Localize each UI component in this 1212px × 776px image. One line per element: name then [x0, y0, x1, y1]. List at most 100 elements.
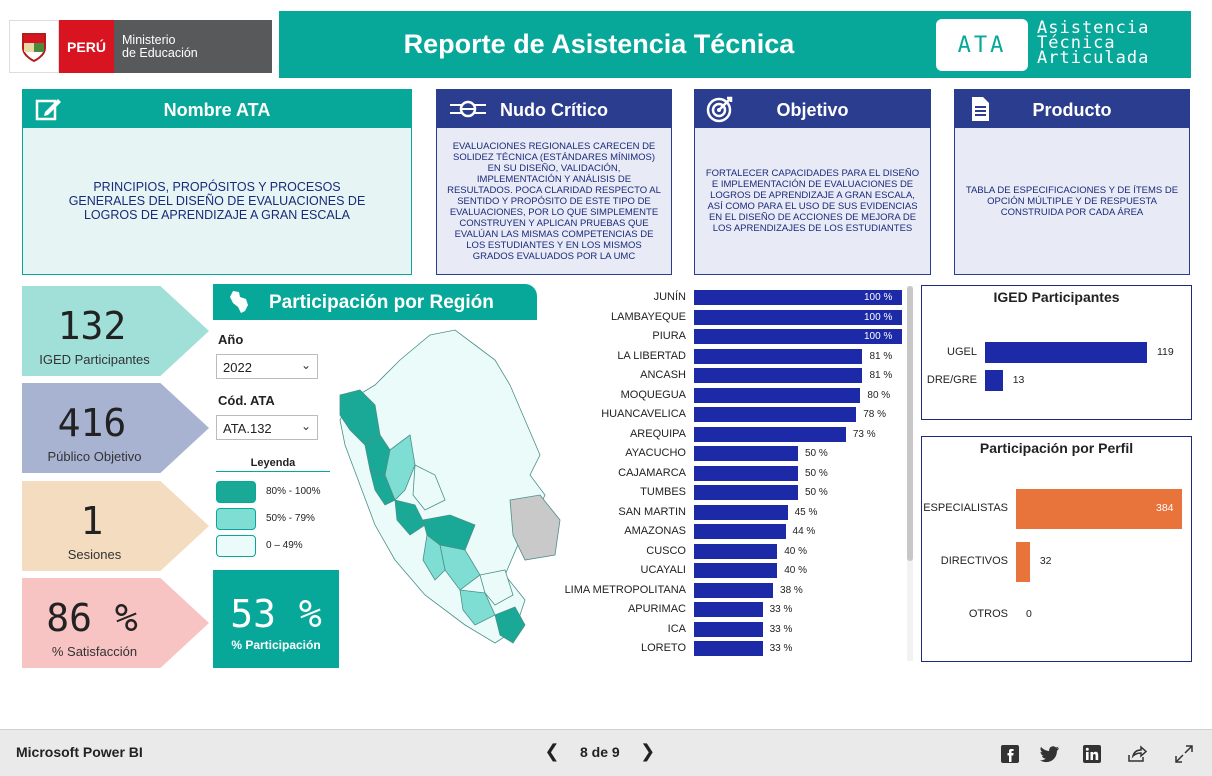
region-bar-chart[interactable]: JUNÍN 100 % LAMBAYEQUE 100 % PIURA 100 % LA LI…: [560, 288, 905, 659]
bar-mark[interactable]: [694, 446, 798, 461]
bar-row[interactable]: PIURA 100 %: [560, 327, 905, 347]
card-text: PRINCIPIOS, PROPÓSITOS Y PROCESOS GENERA…: [22, 128, 412, 275]
bar-mark[interactable]: [694, 368, 863, 383]
card-title: Nombre ATA: [163, 100, 271, 120]
bar-row[interactable]: AMAZONAS 44 %: [560, 522, 905, 542]
bar-value-label: 50 %: [805, 448, 828, 459]
bar-mark[interactable]: [694, 641, 763, 656]
map-region: [384, 434, 416, 501]
bar-mark[interactable]: [1016, 489, 1182, 529]
bar-mark[interactable]: [694, 348, 863, 364]
legend-swatch: [216, 507, 256, 530]
kpi-value: 132: [57, 304, 127, 348]
bar-mark[interactable]: [694, 329, 902, 344]
bar-mark[interactable]: [694, 563, 778, 578]
legend-title: Leyenda: [216, 457, 330, 472]
ata-word-2: Técnica: [1037, 33, 1116, 53]
bar-mark[interactable]: [694, 504, 788, 520]
bar-row[interactable]: AREQUIPA 73 %: [560, 425, 905, 445]
peru-region-map[interactable]: [335, 325, 565, 650]
bar-row[interactable]: SAN MARTIN 45 %: [560, 503, 905, 523]
expand-icon[interactable]: [1173, 743, 1195, 765]
bar-mark[interactable]: [694, 582, 774, 598]
bar-category-label: UGEL: [947, 345, 977, 358]
ata-word-3: Articulada: [1037, 48, 1150, 68]
next-page-button[interactable]: ❯: [640, 741, 656, 761]
header-bar: Reporte de Asistencia Técnica ATA Asiste…: [279, 11, 1191, 78]
legend-item: 50% - 79%: [216, 505, 330, 532]
bar-row[interactable]: UCAYALI 40 %: [560, 561, 905, 581]
card-text: TABLA DE ESPECIFICACIONES Y DE ÍTEMS DE …: [954, 128, 1190, 275]
bar-value-label: 0: [1026, 608, 1032, 620]
legend-swatch: [216, 480, 256, 503]
kpi-satisfaccion: 86 % % Satisfacción: [22, 578, 209, 668]
kpi-value: 416: [57, 401, 127, 445]
bar-value-label: 78 %: [863, 409, 887, 420]
ministry-logo: PERÚ Ministerio de Educación: [9, 20, 272, 73]
bar-mark[interactable]: [694, 426, 846, 442]
card-header: Objetivo: [694, 89, 931, 128]
bar-mark[interactable]: [985, 370, 1003, 391]
bar-row[interactable]: CUSCO 40 %: [560, 542, 905, 562]
powerbi-brand[interactable]: Microsoft Power BI: [16, 744, 143, 760]
bar-row[interactable]: MOQUEGUA 80 %: [560, 386, 905, 406]
legend-label: 50% - 79%: [266, 513, 315, 524]
bar-category-label: LA LIBERTAD: [617, 349, 686, 362]
bar-chart-scrollbar[interactable]: [907, 286, 913, 661]
bar-row[interactable]: TUMBES 50 %: [560, 483, 905, 503]
bar-category-label: CAJAMARCA: [618, 466, 686, 479]
bar-category-label: DRE/GRE: [926, 373, 977, 386]
bar-row[interactable]: JUNÍN 100 %: [560, 288, 905, 308]
bar-row[interactable]: CAJAMARCA 50 %: [560, 464, 905, 484]
bar-row[interactable]: AYACUCHO 50 %: [560, 444, 905, 464]
linkedin-icon[interactable]: [1081, 743, 1103, 765]
bar-row[interactable]: LAMBAYEQUE 100 %: [560, 308, 905, 328]
facebook-icon[interactable]: [999, 743, 1021, 765]
previous-page-button[interactable]: ❮: [544, 741, 560, 761]
bar-mark[interactable]: [694, 309, 902, 325]
bar-row[interactable]: LIMA METROPOLITANA 38 %: [560, 581, 905, 601]
bar-category-label: UCAYALI: [640, 564, 686, 576]
edit-icon: [35, 99, 61, 121]
bar-mark[interactable]: [694, 407, 857, 422]
scrollbar-thumb[interactable]: [907, 286, 913, 561]
twitter-icon[interactable]: [1039, 743, 1061, 765]
bar-mark[interactable]: [694, 485, 798, 500]
kpi-value: 86 %: [46, 596, 138, 640]
chevron-down-icon: ⌄: [300, 358, 311, 372]
map-region: [394, 499, 426, 536]
bar-value-label: 45 %: [794, 506, 818, 518]
bar-mark[interactable]: [694, 387, 861, 403]
bar-category-label: LORETO: [640, 642, 686, 654]
bar-row[interactable]: LORETO 33 %: [560, 639, 905, 659]
bar-row[interactable]: APURIMAC 33 %: [560, 600, 905, 620]
participation-label: % Participación: [231, 638, 321, 652]
year-dropdown[interactable]: 2022 ⌄: [216, 354, 318, 379]
bar-row[interactable]: ICA 33 %: [560, 620, 905, 640]
kpi-label: IGED Participantes: [39, 352, 150, 367]
share-icon[interactable]: [1126, 743, 1148, 765]
card-text: EVALUACIONES REGIONALES CARECEN DE SOLID…: [436, 128, 672, 275]
region-title: Participación por Región: [269, 292, 494, 313]
bar-mark[interactable]: [694, 602, 763, 617]
map-region: [369, 469, 396, 506]
bar-category-label: AREQUIPA: [629, 427, 686, 440]
peru-map-icon: [230, 291, 248, 313]
bar-mark[interactable]: [694, 543, 778, 559]
bar-row[interactable]: LA LIBERTAD 81 %: [560, 347, 905, 367]
bar-category-label: ANCASH: [640, 369, 686, 381]
kpi-sesiones: 1 Sesiones: [22, 481, 209, 571]
code-filter-label: Cód. ATA: [218, 393, 275, 408]
year-dropdown-value: 2022: [223, 360, 252, 375]
bar-mark[interactable]: [985, 342, 1147, 363]
code-dropdown[interactable]: ATA.132 ⌄: [216, 415, 318, 440]
logo-ministry-line1: Ministerio: [122, 32, 176, 47]
kpi-publico-objetivo: 416 Público Objetivo: [22, 383, 209, 473]
bar-mark[interactable]: [694, 621, 763, 637]
bar-mark[interactable]: [694, 524, 786, 539]
bar-mark[interactable]: [694, 465, 798, 481]
bar-mark[interactable]: [694, 290, 902, 305]
bar-row[interactable]: HUANCAVELICA 78 %: [560, 405, 905, 425]
bar-mark[interactable]: [1016, 542, 1030, 582]
bar-row[interactable]: ANCASH 81 %: [560, 366, 905, 386]
